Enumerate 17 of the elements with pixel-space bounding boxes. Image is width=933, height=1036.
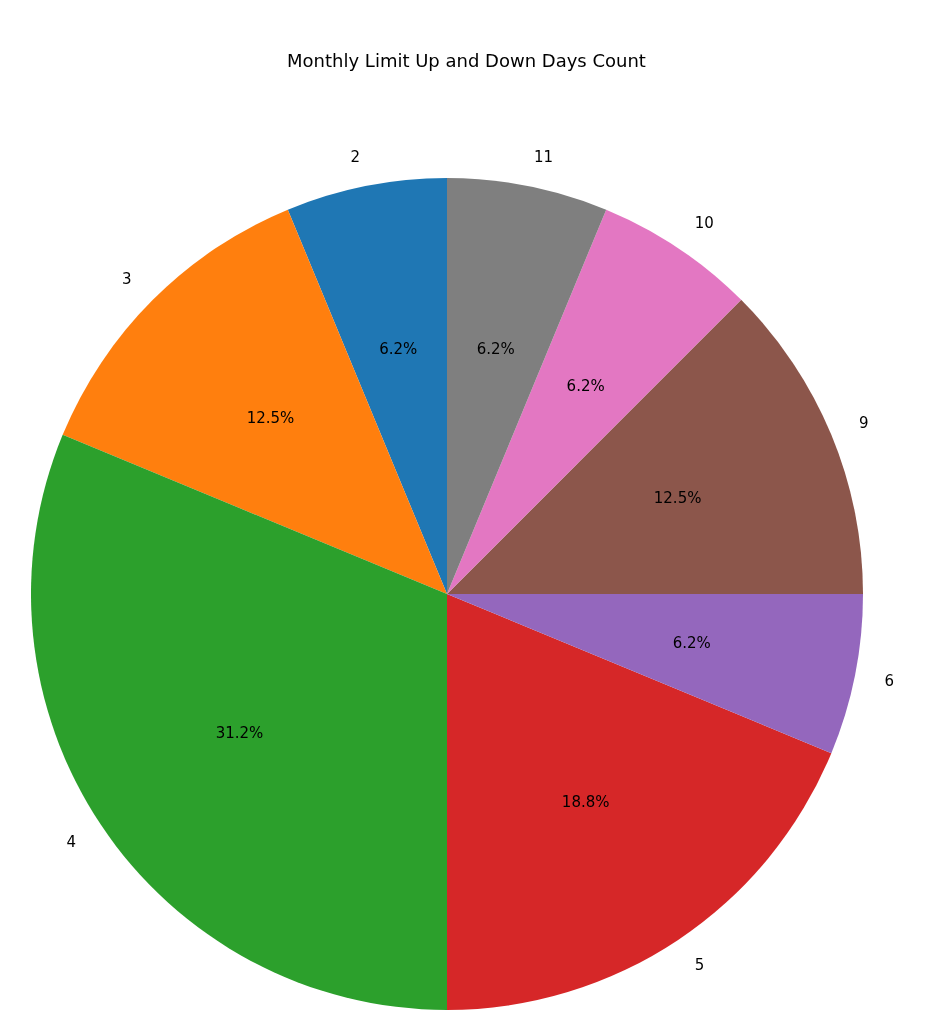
data-label: 12.5%: [246, 408, 295, 427]
data-label: 31.2%: [215, 723, 264, 742]
slice-label: 4: [66, 832, 77, 851]
slice-label: 3: [122, 269, 132, 288]
slice-label: 11: [534, 147, 554, 166]
data-label: 6.2%: [476, 340, 515, 359]
data-label: 18.8%: [561, 792, 610, 811]
slice-label: 2: [350, 147, 360, 166]
data-label: 12.5%: [653, 489, 702, 508]
slice-label: 6: [884, 672, 894, 691]
data-label: 6.2%: [672, 633, 711, 652]
data-label: 6.2%: [379, 340, 418, 359]
slice-label: 5: [694, 955, 705, 974]
chart-title: Monthly Limit Up and Down Days Count: [287, 49, 646, 71]
slice-label: 9: [859, 414, 869, 433]
slice-label: 10: [694, 214, 714, 233]
data-label: 6.2%: [566, 377, 605, 396]
